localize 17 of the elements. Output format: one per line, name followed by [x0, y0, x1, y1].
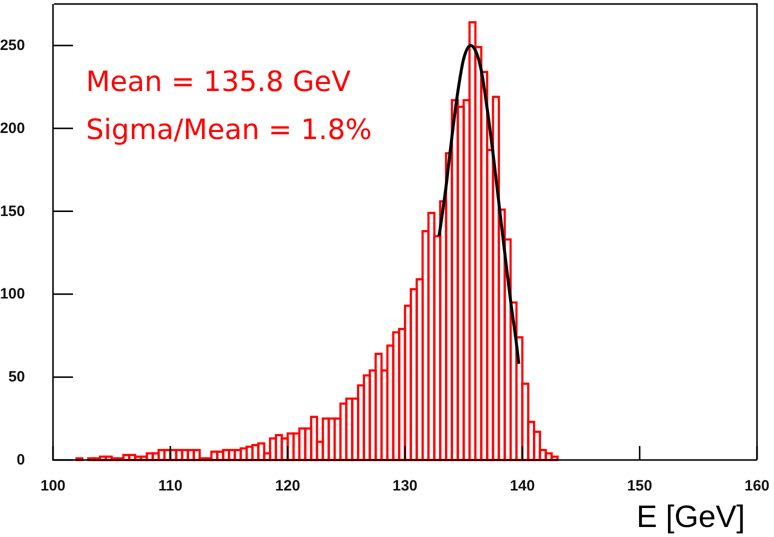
x-tick-label: 150: [627, 478, 652, 495]
x-tick-label: 120: [275, 478, 300, 495]
y-tick-label: 250: [0, 36, 25, 54]
y-tick-label: 150: [0, 202, 25, 220]
annotation: Mean = 135.8 GeV: [86, 65, 351, 98]
x-tick-label: 140: [510, 478, 535, 495]
y-tick-label: 200: [0, 120, 25, 137]
x-tick-label: 100: [40, 478, 66, 495]
y-tick-label: 0: [16, 452, 25, 468]
x-tick-label: 130: [392, 478, 418, 495]
line-series: [438, 44, 520, 366]
x-tick-label: 160: [744, 478, 770, 495]
y-tick-label: 50: [8, 368, 25, 386]
annotation: Sigma/Mean = 1.8%: [86, 113, 372, 146]
x-tick-label: 110: [158, 478, 182, 495]
x-axis-title: E [GeV]: [636, 499, 745, 534]
y-tick-label: 100: [0, 286, 25, 303]
